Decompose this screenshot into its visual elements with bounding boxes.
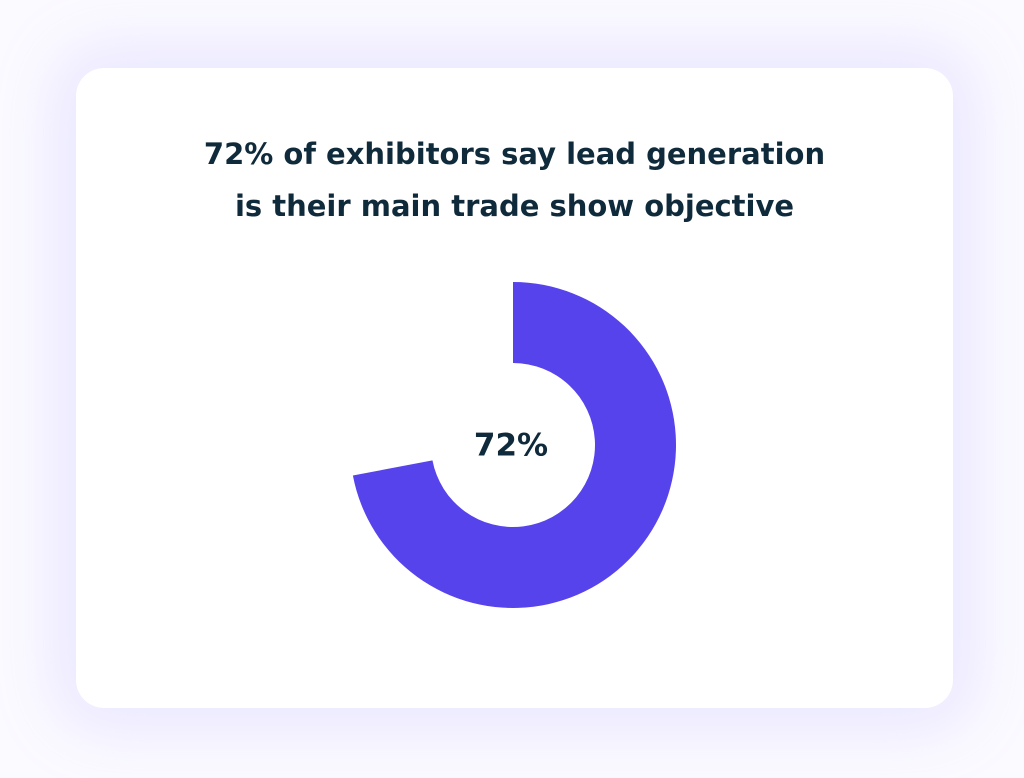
donut-segment	[352, 282, 676, 609]
chart-title: 72% of exhibitors say lead generation is…	[76, 128, 953, 232]
title-line: is their main trade show objective	[234, 189, 795, 223]
title-line: 72% of exhibitors say lead generation	[203, 137, 826, 171]
center-label: 72%	[474, 428, 548, 464]
